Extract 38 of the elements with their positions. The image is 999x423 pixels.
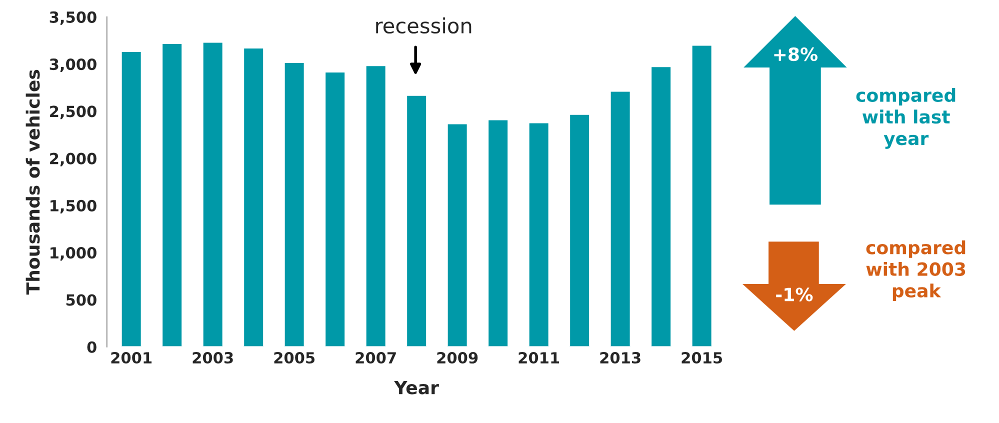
bar	[242, 47, 264, 347]
bar	[202, 41, 224, 347]
y-axis-title: Thousands of vehicles	[26, 70, 40, 295]
bar	[283, 62, 306, 347]
x-tick-label: 2009	[437, 352, 478, 364]
bar	[690, 44, 713, 347]
text: compared with last year	[856, 88, 956, 149]
bar	[568, 114, 590, 347]
y-tick-label: 3,500	[50, 11, 96, 25]
bar	[446, 122, 468, 347]
bar	[120, 50, 142, 347]
y-tick-label: 1,000	[50, 247, 96, 261]
x-tick-label: 2007	[356, 352, 396, 364]
y-tick-label: 2,500	[50, 106, 96, 120]
x-axis-title: Year	[394, 380, 439, 394]
bar	[528, 122, 550, 347]
y-tick-label: 2,000	[50, 152, 96, 166]
y-tick-label: 3,000	[50, 58, 96, 72]
y-tick-label: 500	[66, 294, 96, 306]
bar	[487, 118, 509, 347]
bar	[609, 90, 632, 347]
x-tick-label: 2011	[518, 352, 560, 364]
text: +8%	[774, 47, 818, 62]
x-tick-label: 2013	[600, 352, 640, 364]
annotation: recession	[376, 17, 472, 34]
bar	[406, 94, 428, 347]
y-tick-label: 1,500	[50, 200, 96, 214]
bar	[650, 66, 672, 347]
bar	[364, 64, 387, 347]
text: compared with 2003 peak	[866, 240, 966, 302]
bar	[161, 42, 183, 347]
x-tick-label: 2015	[682, 352, 722, 364]
x-tick-label: 2001	[111, 352, 152, 364]
bar	[324, 71, 346, 347]
x-tick-label: 2005	[274, 352, 315, 364]
x-tick-label: 2003	[192, 352, 233, 364]
text: -1%	[776, 288, 813, 302]
y-tick-label: 0	[87, 341, 96, 353]
